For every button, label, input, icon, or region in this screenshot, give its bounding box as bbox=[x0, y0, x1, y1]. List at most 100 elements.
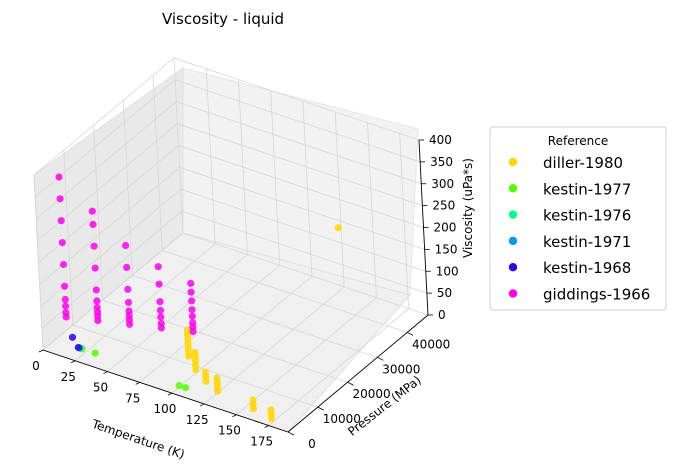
legend-label: kestin-1977 bbox=[543, 180, 631, 198]
x-tick-mark bbox=[232, 414, 237, 418]
legend-label: kestin-1971 bbox=[543, 233, 631, 251]
tick-labels: 0 25 50 75 100 125 150 175 0 10000 20000 30000 40000… bbox=[32, 133, 458, 451]
data-point-giddings-1966 bbox=[125, 307, 133, 315]
data-point-diller-1980 bbox=[267, 406, 275, 414]
y-tick-label: 30000 bbox=[382, 362, 420, 376]
data-point-kestin-1977 bbox=[91, 349, 99, 357]
y-tick-label: 40000 bbox=[412, 337, 450, 351]
z-tick-label: 350 bbox=[430, 155, 453, 169]
legend-title: Reference bbox=[548, 134, 608, 148]
x-tick-mark bbox=[264, 425, 269, 428]
data-points bbox=[55, 173, 342, 423]
data-point-giddings-1966 bbox=[187, 288, 195, 296]
y-axis-label: Pressure (MPa) bbox=[345, 373, 424, 439]
legend-items: diller-1980 kestin-1977 kestin-1976 kestin-… bbox=[508, 154, 650, 304]
y-tick-label: 10000 bbox=[323, 412, 361, 426]
data-point-giddings-1966 bbox=[56, 195, 64, 203]
x-tick-label: 50 bbox=[93, 381, 108, 395]
data-point-giddings-1966 bbox=[188, 312, 196, 320]
data-point-diller-1980 bbox=[191, 348, 199, 357]
z-grid-line bbox=[41, 210, 428, 329]
x-tick-label: 25 bbox=[61, 370, 76, 384]
z-grid-line bbox=[39, 166, 425, 285]
data-point-giddings-1966 bbox=[92, 286, 100, 294]
x-tick-label: 75 bbox=[125, 391, 140, 405]
data-point-giddings-1966 bbox=[155, 280, 163, 288]
data-point-giddings-1966 bbox=[59, 260, 68, 269]
data-point-giddings-1966 bbox=[124, 285, 132, 293]
z-grid-line bbox=[33, 57, 420, 176]
x-tick-mark bbox=[38, 349, 44, 353]
data-point-kestin-1968 bbox=[68, 333, 77, 341]
y-tick-mark bbox=[406, 332, 414, 336]
data-point-giddings-1966 bbox=[154, 263, 162, 271]
legend-marker bbox=[508, 289, 518, 298]
z-axis-label: Viscosity (uPa*s) bbox=[461, 158, 475, 258]
x-tick-mark bbox=[135, 382, 140, 385]
x-axis-line bbox=[42, 349, 289, 433]
z-tick-label: 250 bbox=[432, 199, 455, 213]
z-tick-label: 50 bbox=[437, 286, 452, 300]
y-tick-label: 20000 bbox=[352, 387, 390, 401]
data-point-giddings-1966 bbox=[189, 319, 197, 327]
data-point-giddings-1966 bbox=[89, 220, 97, 228]
data-point-giddings-1966 bbox=[188, 306, 196, 314]
data-point-kestin-1968 bbox=[74, 343, 82, 352]
chart-title: Viscosity - liquid bbox=[162, 10, 284, 28]
legend-marker bbox=[508, 263, 518, 272]
data-point-giddings-1966 bbox=[61, 295, 69, 304]
y-tick-mark bbox=[317, 406, 324, 411]
legend-label: diller-1980 bbox=[543, 154, 623, 172]
x-tick-label: 0 bbox=[32, 359, 40, 373]
y-tick-mark bbox=[377, 356, 384, 361]
z-tick-label: 100 bbox=[436, 264, 459, 278]
legend-marker bbox=[508, 157, 518, 167]
legend-frame bbox=[489, 126, 667, 311]
z-tick-label: 300 bbox=[431, 177, 454, 191]
data-point-kestin-1977 bbox=[175, 382, 183, 390]
data-point-giddings-1966 bbox=[93, 303, 101, 312]
x-tick-label: 125 bbox=[186, 413, 209, 427]
z-grid-line bbox=[42, 232, 429, 351]
data-point-giddings-1966 bbox=[156, 298, 164, 306]
legend-marker bbox=[508, 236, 518, 246]
z-tick-label: 0 bbox=[438, 308, 446, 322]
data-point-giddings-1966 bbox=[187, 279, 195, 287]
data-point-giddings-1966 bbox=[157, 319, 165, 328]
data-point-giddings-1966 bbox=[55, 173, 63, 181]
data-point-diller-1980 bbox=[213, 374, 221, 382]
legend: Reference diller-1980 kestin-1977 kestin-1… bbox=[489, 126, 667, 311]
x-tick-mark bbox=[103, 371, 108, 374]
z-axis-line bbox=[418, 139, 429, 316]
data-point-diller-1980 bbox=[201, 368, 210, 376]
x-tick-label: 150 bbox=[218, 424, 241, 438]
z-tick-label: 400 bbox=[429, 133, 452, 147]
data-point-giddings-1966 bbox=[91, 264, 99, 272]
data-point-giddings-1966 bbox=[124, 298, 133, 306]
data-point-giddings-1966 bbox=[90, 242, 98, 250]
x-tick-label: 100 bbox=[153, 402, 176, 416]
data-point-giddings-1966 bbox=[122, 241, 130, 250]
y-tick-label: 0 bbox=[308, 437, 316, 451]
axis-lines bbox=[38, 139, 433, 436]
y-axis-line bbox=[287, 314, 429, 433]
z-grid-line bbox=[38, 145, 424, 263]
pane-back bbox=[33, 67, 419, 433]
data-point-kestin-1977 bbox=[182, 384, 190, 392]
data-point-diller-1980 bbox=[249, 396, 257, 404]
data-point-giddings-1966 bbox=[62, 302, 70, 310]
z-grid-line bbox=[40, 188, 426, 307]
data-point-giddings-1966 bbox=[62, 309, 70, 317]
z-grid-line bbox=[35, 101, 422, 220]
z-tick-label: 150 bbox=[435, 242, 458, 256]
legend-label: kestin-1968 bbox=[543, 259, 631, 277]
x-tick-mark bbox=[167, 392, 173, 396]
legend-label: giddings-1966 bbox=[543, 286, 650, 304]
legend-marker bbox=[508, 210, 518, 219]
y-tick-mark bbox=[287, 431, 295, 436]
data-point-diller-1980 bbox=[183, 326, 191, 334]
data-point-giddings-1966 bbox=[156, 306, 165, 314]
data-point-giddings-1966 bbox=[57, 217, 65, 225]
z-grid-line bbox=[37, 123, 423, 241]
